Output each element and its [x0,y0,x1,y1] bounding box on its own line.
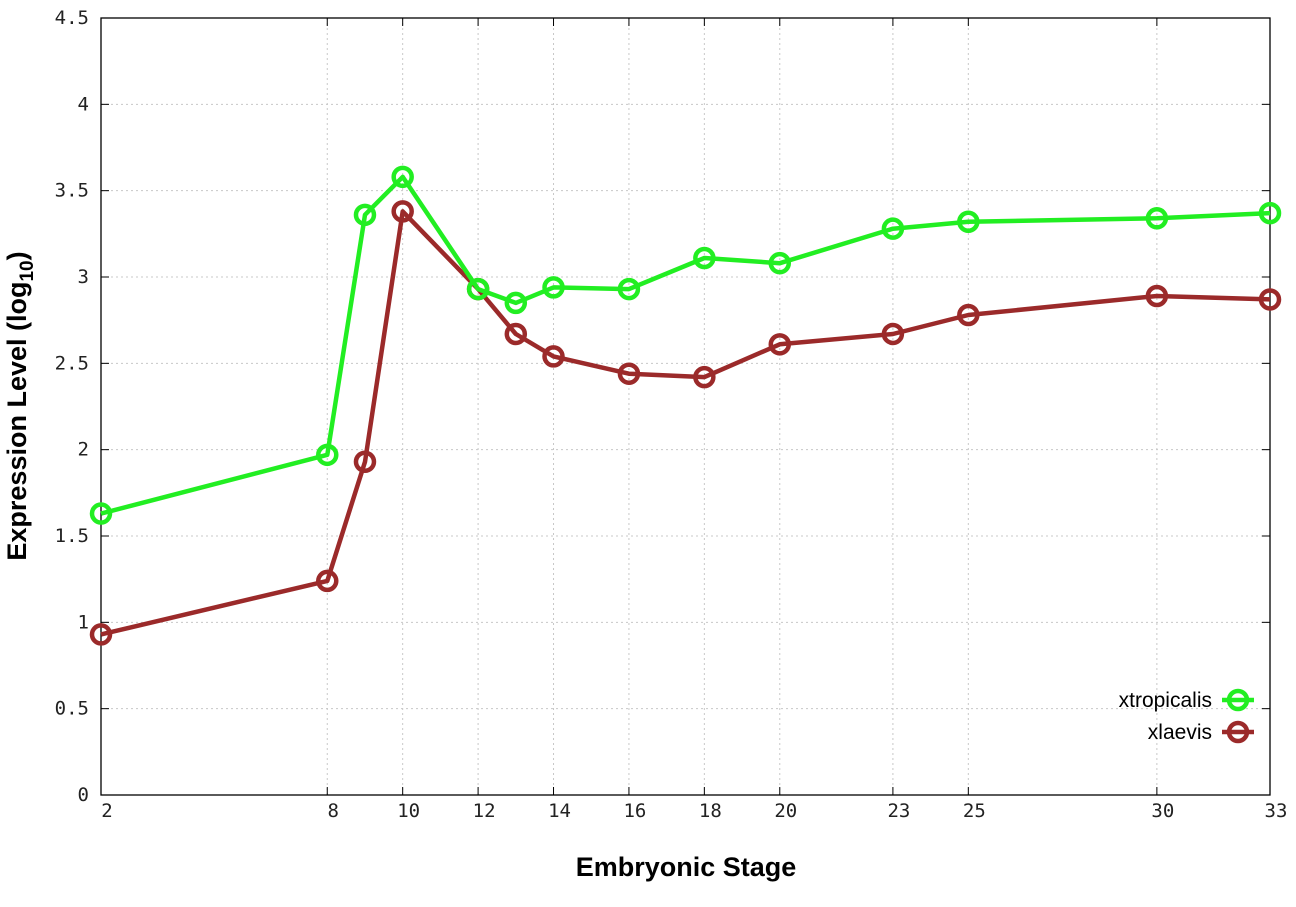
data-point-xtropicalis [89,502,113,525]
legend-label-xtropicalis: xtropicalis [1119,689,1212,712]
data-point-xlaevis [957,303,980,327]
data-point-xtropicalis [881,217,905,240]
data-point-xlaevis [353,450,377,474]
x-tick-label: 12 [473,800,496,822]
legend: xtropicalis xlaevis [1119,688,1254,744]
data-point-xlaevis [617,362,641,385]
data-point-xlaevis [316,569,339,593]
data-point-xlaevis [693,365,716,389]
series-line-xtropicalis [100,174,1271,516]
data-point-xtropicalis [504,291,528,315]
tick-layer: 0 0.5 1 1.5 2 2.5 3 3.5 4 4.5 2 8 10 12 14 16 18 20 23 25 30… [55,7,1288,822]
x-tick-label: 18 [699,800,722,822]
x-tick-label: 8 [328,800,339,822]
x-axis-title: Embryonic Stage [576,852,797,882]
x-tick-label: 25 [963,800,986,822]
plot-frame [100,17,1271,796]
data-point-xtropicalis [768,251,792,275]
data-point-xlaevis [768,333,792,356]
x-tick-label: 14 [548,800,571,822]
x-tick-label: 16 [623,800,646,822]
data-point-xtropicalis [693,246,716,270]
y-tick-label: 4.5 [55,7,89,29]
y-tick-label: 3.5 [55,180,89,202]
data-point-xtropicalis [1258,201,1282,225]
grid-layer [101,18,1270,795]
x-tick-label: 20 [774,800,797,822]
y-tick-label: 0 [78,784,89,806]
legend-label-xlaevis: xlaevis [1148,721,1212,744]
y-axis-title-end: ) [2,251,32,260]
data-point-xlaevis [89,623,113,646]
x-tick-label: 2 [101,800,112,822]
y-tick-label: 0.5 [55,698,89,720]
legend-marker-xtropicalis [1226,688,1250,712]
y-tick-label: 2 [78,439,89,461]
y-tick-label: 2.5 [55,352,89,374]
y-tick-label: 4 [78,93,89,115]
data-point-xlaevis [1258,288,1282,311]
y-axis-title-subscript: 10 [17,260,38,281]
data-point-xlaevis [542,345,565,368]
data-point-xtropicalis [353,203,377,227]
y-axis-title-main: Expression Level (log [2,282,32,561]
data-point-xtropicalis [466,277,490,301]
data-point-xtropicalis [957,210,980,233]
data-point-xtropicalis [316,443,339,467]
x-tick-label: 33 [1265,800,1288,822]
data-point-xtropicalis [542,276,565,299]
y-axis-title: Expression Level (log10) [2,251,38,560]
data-point-xlaevis [504,322,528,346]
data-point-xlaevis [1145,284,1169,308]
data-point-xtropicalis [1145,207,1169,230]
series-line-xlaevis [100,209,1271,637]
x-tick-label: 10 [397,800,420,822]
x-tick-label: 23 [887,800,910,822]
y-tick-label: 3 [78,266,89,288]
data-point-xtropicalis [617,277,641,301]
y-tick-label: 1.5 [55,525,89,547]
data-point-xtropicalis [391,165,414,189]
series-layer [89,165,1282,646]
x-tick-label: 30 [1151,800,1174,822]
data-point-xlaevis [881,322,905,346]
y-tick-label: 1 [78,611,89,633]
data-point-xlaevis [391,200,414,223]
legend-marker-xlaevis [1226,720,1250,744]
